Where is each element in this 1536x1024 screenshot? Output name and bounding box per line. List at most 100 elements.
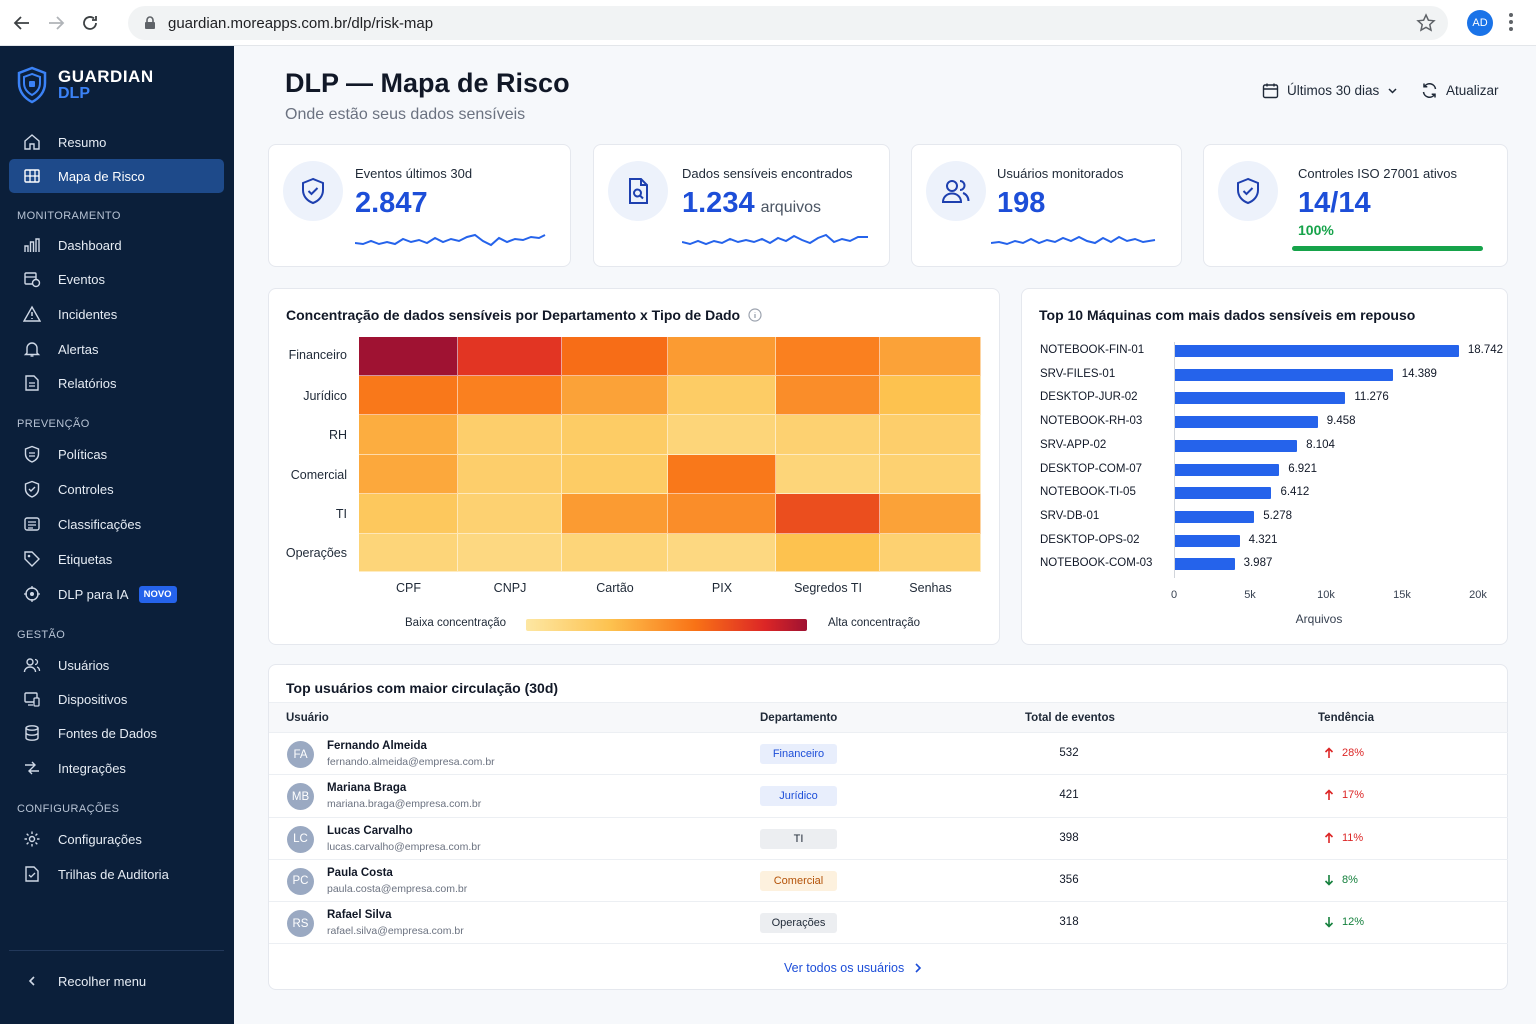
bar[interactable] [1174,534,1240,547]
col-header-total[interactable]: Total de eventos [1025,712,1115,724]
sidebar-item-alertas[interactable]: Alertas [9,332,224,366]
bar[interactable] [1174,463,1280,476]
heatmap-cell[interactable] [776,415,880,455]
reload-button[interactable] [78,11,102,35]
heatmap-cell[interactable] [458,494,562,534]
bar[interactable] [1174,345,1459,357]
user-name[interactable]: Rafael Silva [327,909,392,922]
heatmap-cell[interactable] [458,376,562,415]
heatmap-cell[interactable] [668,534,776,572]
heatmap-cell[interactable] [359,534,458,572]
heatmap-cell[interactable] [359,415,458,455]
sidebar-item-incidentes[interactable]: Incidentes [9,297,224,331]
heatmap-cell[interactable] [458,337,562,376]
kpi-label: Usuários monitorados [997,166,1124,181]
table-row[interactable]: FA Fernando Almeida fernando.almeida@empre… [269,732,1508,774]
heatmap-cell[interactable] [880,455,981,494]
heatmap-cell[interactable] [668,494,776,534]
col-header-usuario[interactable]: Usuário [286,712,329,724]
sidebar-item-trilhas-de-auditoria[interactable]: Trilhas de Auditoria [9,857,224,891]
user-name[interactable]: Lucas Carvalho [327,824,413,837]
heatmap-cell[interactable] [880,415,981,455]
col-header-tendencia[interactable]: Tendência [1318,712,1375,724]
sidebar-item-configuracoes[interactable]: Configurações [9,822,224,856]
heatmap-cell[interactable] [776,534,880,572]
heatmap-cell[interactable] [359,494,458,534]
heatmap-cell[interactable] [776,494,880,534]
bar[interactable] [1174,558,1235,571]
heatmap-row-label: Operações [285,546,347,560]
heatmap-cell[interactable] [776,376,880,415]
heatmap-cell[interactable] [562,494,668,534]
heatmap-cell[interactable] [359,455,458,494]
heatmap-cell[interactable] [562,534,668,572]
sidebar-item-eventos[interactable]: Eventos [9,262,224,296]
back-button[interactable] [10,11,34,35]
bookmark-star-icon[interactable] [1416,13,1436,33]
col-header-departamento[interactable]: Departamento [760,712,838,724]
user-name[interactable]: Fernando Almeida [327,740,427,752]
sidebar-item-politicas[interactable]: Políticas [9,437,224,471]
kebab-menu-icon[interactable] [1508,12,1514,32]
heatmap-cell[interactable] [880,337,981,376]
bar[interactable] [1174,510,1255,523]
heatmap-cell[interactable] [668,337,776,376]
bar[interactable] [1174,487,1272,500]
bar[interactable] [1174,368,1393,381]
heatmap-cell[interactable] [880,376,981,415]
heatmap-cell[interactable] [359,376,458,415]
info-icon[interactable] [748,308,762,322]
heatmap-cell[interactable] [776,337,880,376]
sidebar-item-controles[interactable]: Controles [9,472,224,506]
heatmap-cell[interactable] [668,376,776,415]
heatmap-cell[interactable] [458,455,562,494]
heatmap-cell[interactable] [880,534,981,572]
bar-value-label: 6.412 [1280,486,1310,499]
sidebar-item-fontes-de-dados[interactable]: Fontes de Dados [9,716,224,750]
address-bar[interactable]: guardian.moreapps.com.br/dlp/risk-map [128,6,1448,40]
sidebar-item-dashboard[interactable]: Dashboard [9,228,224,262]
kpi-label: Dados sensíveis encontrados [682,166,853,181]
heatmap-cell[interactable] [562,376,668,415]
heatmap-cell[interactable] [668,415,776,455]
heatmap-cell[interactable] [458,534,562,572]
heatmap-cell[interactable] [458,415,562,455]
refresh-button[interactable]: Atualizar [1421,82,1499,99]
heatmap-cell[interactable] [359,337,458,376]
period-selector[interactable]: Últimos 30 dias [1262,82,1398,99]
heatmap-cell[interactable] [562,455,668,494]
avatar: RS [287,910,314,938]
bar[interactable] [1174,439,1298,452]
sidebar-item-integracoes[interactable]: Integrações [9,751,224,785]
forward-button[interactable] [44,11,68,35]
sidebar-item-relatorios[interactable]: Relatórios [9,366,224,400]
bar[interactable] [1174,392,1346,405]
user-name[interactable]: Mariana Braga [327,782,407,795]
kpi-unit: arquivos [760,199,822,216]
sidebar-item-resumo[interactable]: Resumo [9,125,224,159]
bar-category-label: SRV-FILES-01 [1040,367,1116,380]
bar[interactable] [1174,416,1318,429]
heatmap-cell[interactable] [776,455,880,494]
sidebar-item-mapa-de-risco[interactable]: Mapa de Risco [9,159,224,193]
user-name[interactable]: Paula Costa [327,866,393,879]
sidebar-item-dlp-para-ia[interactable]: DLP para IA NOVO [9,577,224,611]
sidebar-item-dispositivos[interactable]: Dispositivos [9,682,224,716]
heatmap-cell[interactable] [562,337,668,376]
see-all-users-link[interactable]: Ver todos os usuários [784,961,922,975]
heatmap-cell[interactable] [668,455,776,494]
collapse-menu-button[interactable]: Recolher menu [9,964,224,998]
audit-icon [22,864,42,884]
chevron-left-icon [22,971,42,991]
sidebar-item-usuarios[interactable]: Usuários [9,648,224,682]
table-row[interactable]: PC Paula Costa paula.costa@empresa.com.br C… [269,858,1508,901]
heatmap-cell[interactable] [562,415,668,455]
brand-logo[interactable]: GUARDIAN DLP [16,66,154,104]
heatmap-cell[interactable] [880,494,981,534]
table-row[interactable]: MB Mariana Braga mariana.braga@empresa.com… [269,774,1508,816]
profile-avatar[interactable]: AD [1467,10,1493,36]
sidebar-item-classificacoes[interactable]: Classificações [9,507,224,541]
sidebar-item-etiquetas[interactable]: Etiquetas [9,542,224,576]
table-row[interactable]: LC Lucas Carvalho lucas.carvalho@empresa.c… [269,816,1508,859]
table-row[interactable]: RS Rafael Silva rafael.silva@empresa.com.b… [269,901,1508,943]
